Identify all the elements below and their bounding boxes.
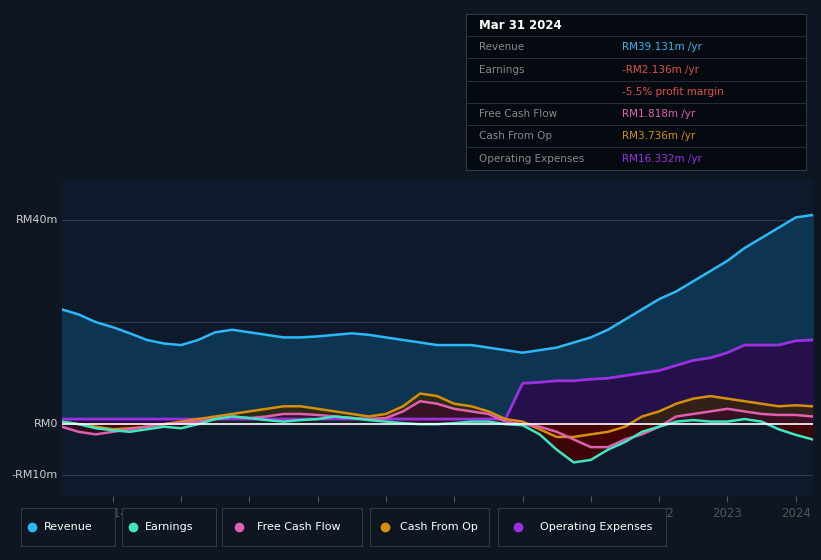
Text: RM0: RM0	[34, 419, 57, 429]
Text: Earnings: Earnings	[479, 64, 525, 74]
Text: Cash From Op: Cash From Op	[400, 522, 478, 532]
Text: -RM2.136m /yr: -RM2.136m /yr	[622, 64, 699, 74]
Text: Cash From Op: Cash From Op	[479, 132, 553, 141]
Text: Free Cash Flow: Free Cash Flow	[258, 522, 341, 532]
Text: RM40m: RM40m	[16, 215, 57, 225]
Text: RM39.131m /yr: RM39.131m /yr	[622, 43, 702, 53]
Text: Mar 31 2024: Mar 31 2024	[479, 18, 562, 31]
Text: Operating Expenses: Operating Expenses	[539, 522, 652, 532]
Text: RM16.332m /yr: RM16.332m /yr	[622, 153, 702, 164]
Text: Free Cash Flow: Free Cash Flow	[479, 109, 557, 119]
Text: -5.5% profit margin: -5.5% profit margin	[622, 87, 724, 97]
Text: -RM10m: -RM10m	[11, 470, 57, 480]
Text: Operating Expenses: Operating Expenses	[479, 153, 585, 164]
Text: RM3.736m /yr: RM3.736m /yr	[622, 132, 695, 141]
Text: Revenue: Revenue	[479, 43, 525, 53]
Text: Earnings: Earnings	[145, 522, 194, 532]
Text: RM1.818m /yr: RM1.818m /yr	[622, 109, 695, 119]
Text: Revenue: Revenue	[44, 522, 93, 532]
